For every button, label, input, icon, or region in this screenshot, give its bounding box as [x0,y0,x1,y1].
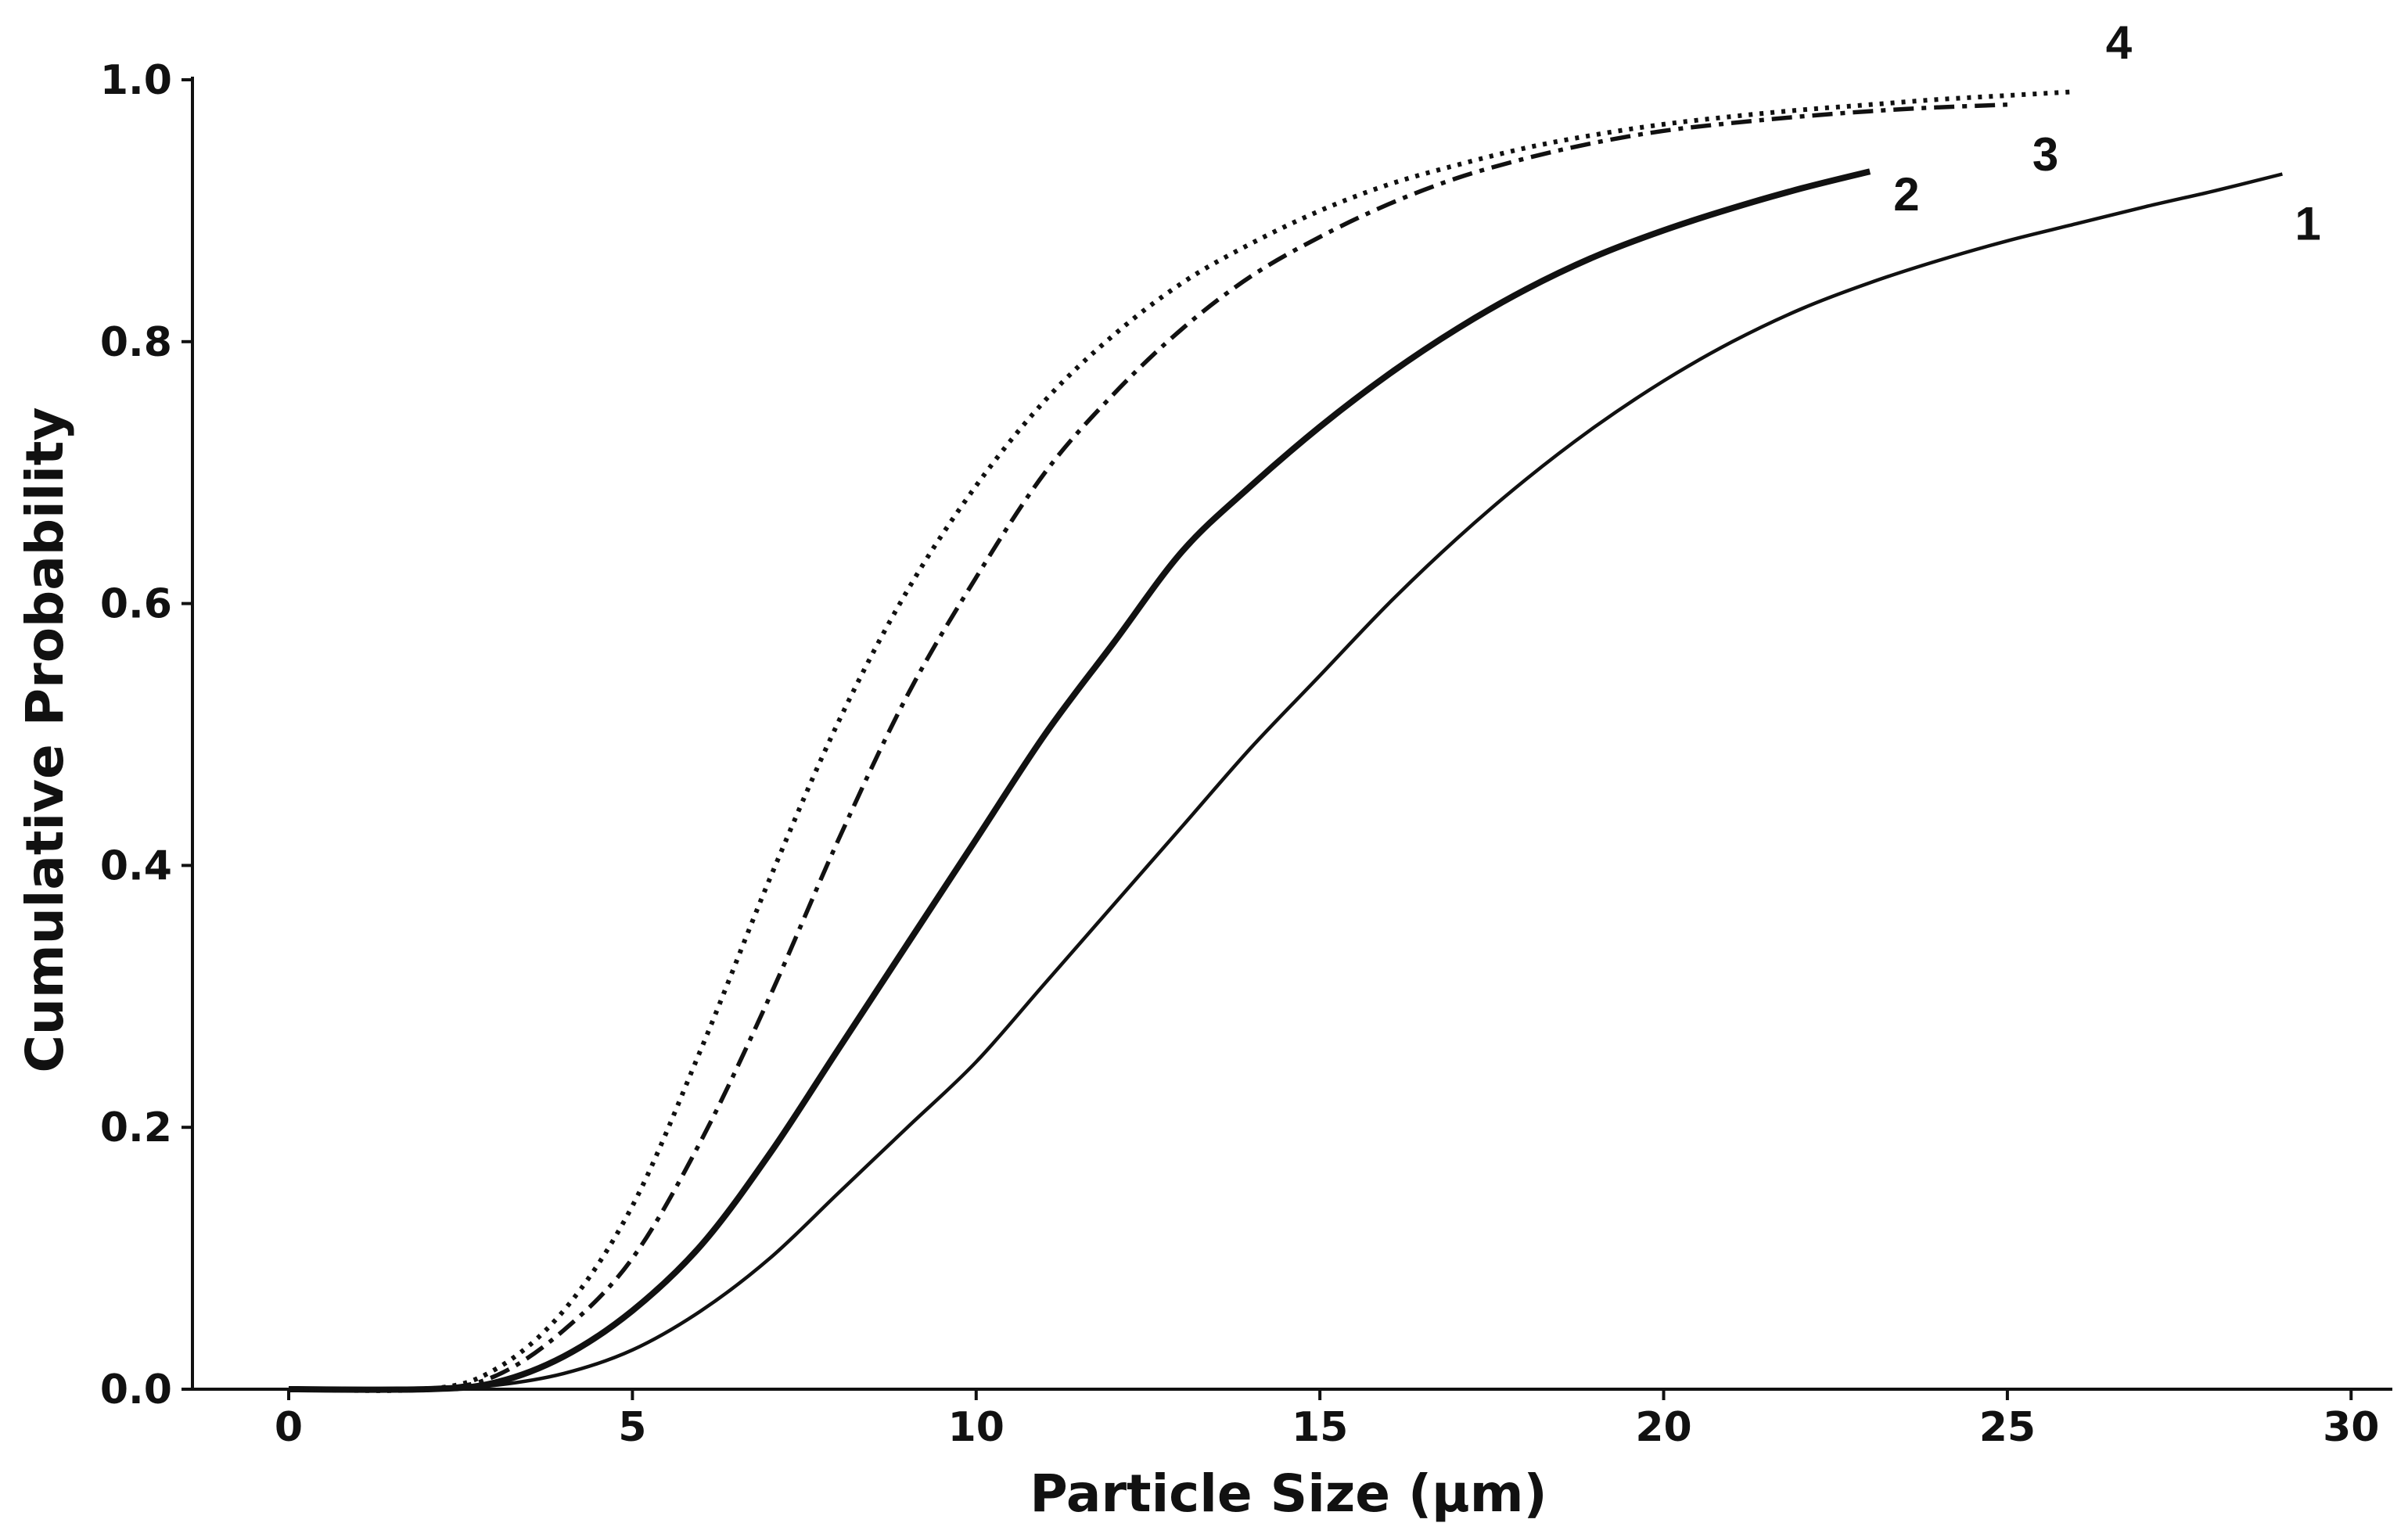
x-tick-label: 25 [1979,1404,2036,1451]
ticks: 0 5 10 15 20 25 30 0.0 0.2 0.4 0.6 0.8 1.0 [100,57,2380,1451]
series-line-3 [288,102,2008,1392]
axes [191,77,2392,1391]
series-line-2 [288,168,1871,1393]
x-tick-label: 20 [1635,1404,1691,1451]
curve-labels: 1 2 3 4 [1893,16,2321,250]
y-tick-label: 0.6 [100,581,172,628]
series-line-4 [288,89,2076,1393]
x-tick-label: 5 [618,1404,646,1451]
curve-label-2: 2 [1893,168,1919,221]
y-tick-label: 0.2 [100,1104,172,1151]
y-tick-label: 0.8 [100,319,172,366]
x-tick-label: 10 [948,1404,1005,1451]
y-tick-label: 1.0 [100,57,172,104]
x-tick-label: 0 [275,1404,303,1451]
curve-label-3: 3 [2032,128,2058,181]
curve-label-1: 1 [2295,198,2320,250]
x-axis-title: Particle Size (μm) [1030,1464,1547,1524]
series-layer [288,89,2283,1393]
curve-label-4: 4 [2106,16,2133,69]
x-tick-label: 15 [1292,1404,1348,1451]
y-axis-title: Cumulative Probability [15,407,75,1072]
y-tick-label: 0.4 [100,842,172,889]
x-tick-label: 30 [2323,1404,2379,1451]
series-line-1 [288,172,2283,1392]
y-tick-label: 0.0 [100,1367,172,1413]
